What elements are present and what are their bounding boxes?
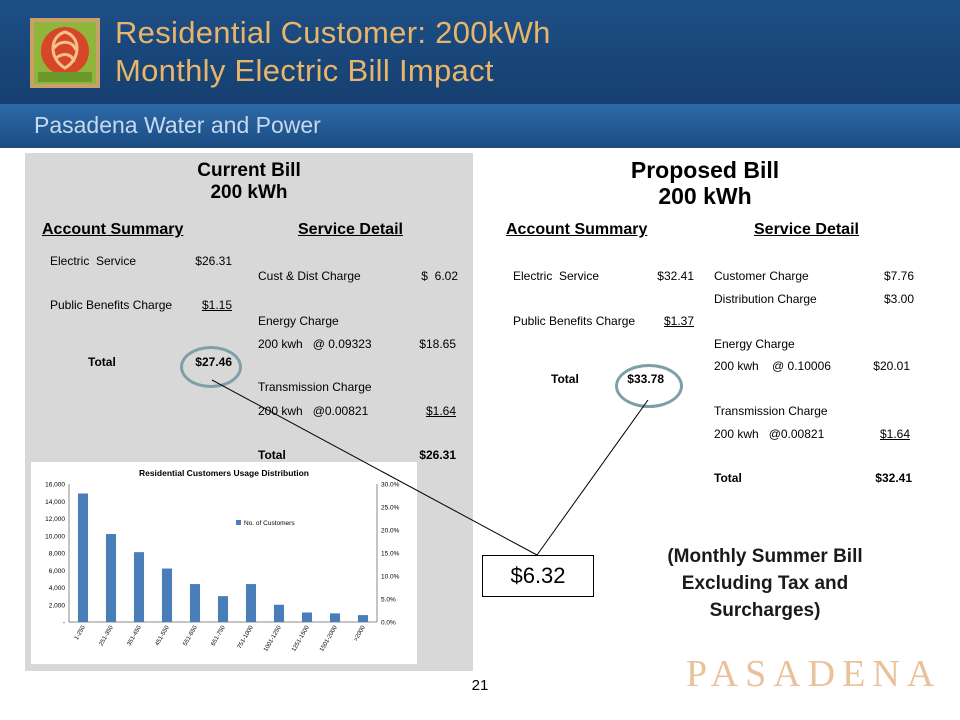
proposed-energy-value: $20.01 <box>873 359 910 373</box>
proposed-public-benefits-label: Public Benefits Charge <box>513 314 636 328</box>
usage-distribution-chart: Residential Customers Usage Distribution… <box>31 462 417 664</box>
current-transmission-calc: 200 kwh @0.00821 <box>258 404 369 418</box>
bill-difference-callout: $6.32 <box>482 555 594 597</box>
page-number: 21 <box>471 677 489 694</box>
proposed-account-summary-heading: Account Summary <box>506 221 648 238</box>
y2-tick-label: 10.0% <box>381 574 400 581</box>
y2-tick-label: 25.0% <box>381 505 400 512</box>
proposed-connector-line <box>536 399 649 556</box>
proposed-energy-label: Energy Charge <box>714 337 795 351</box>
bar <box>245 584 257 622</box>
proposed-bill-title: Proposed Bill <box>630 157 780 183</box>
subtitle-band <box>0 104 960 148</box>
current-cust-dist-value: $ 6.02 <box>421 269 458 283</box>
current-transmission-value: $1.64 <box>425 404 456 418</box>
bar <box>161 568 173 622</box>
proposed-electric-service-value: $32.41 <box>657 269 694 283</box>
current-bill-heading: Current Bill 200 kWh <box>25 160 473 204</box>
current-public-benefits-label: Public Benefits Charge <box>50 298 173 312</box>
proposed-electric-service-label: Electric Service <box>513 269 600 283</box>
proposed-public-benefits-value: $1.37 <box>663 314 694 328</box>
y-tick-label: 4,000 <box>49 585 66 592</box>
bar <box>301 612 313 622</box>
y-tick-label: 6,000 <box>49 568 66 575</box>
proposed-distribution-value: $3.00 <box>883 292 914 306</box>
current-bill-kwh: 200 kWh <box>210 182 288 203</box>
proposed-detail-total-label: Total <box>714 471 742 485</box>
y2-tick-label: 30.0% <box>381 482 400 489</box>
y2-tick-label: 20.0% <box>381 528 400 535</box>
slide-header <box>0 0 960 148</box>
current-electric-service-label: Electric Service <box>50 254 137 268</box>
bar <box>357 615 369 622</box>
current-transmission-label: Transmission Charge <box>258 380 372 394</box>
current-bill-title: Current Bill <box>197 160 301 181</box>
proposed-customer-value: $7.76 <box>883 269 914 283</box>
proposed-total-highlight-circle <box>615 364 683 408</box>
title-line-1: Residential Customer: 200kWh <box>115 15 551 50</box>
current-electric-service-value: $26.31 <box>195 254 232 268</box>
proposed-detail-total-value: $32.41 <box>875 471 912 485</box>
rose-logo-icon <box>30 18 100 88</box>
y-tick-label: 2,000 <box>49 602 66 609</box>
y-tick-label: 12,000 <box>45 516 65 523</box>
legend-label: No. of Customers <box>244 520 295 527</box>
bar <box>105 534 117 622</box>
current-detail-total-value: $26.31 <box>419 448 456 462</box>
current-energy-value: $18.65 <box>419 337 456 351</box>
y2-tick-label: 5.0% <box>381 597 396 604</box>
bill-note: (Monthly Summer Bill Excluding Tax and S… <box>615 543 915 624</box>
pasadena-wordmark: PASADENA <box>686 653 942 695</box>
note-line-3: Surcharges) <box>709 600 821 621</box>
y-tick-label: 10,000 <box>45 533 65 540</box>
proposed-summary-total-label: Total <box>551 372 579 386</box>
y2-tick-label: 0.0% <box>381 620 396 627</box>
proposed-transmission-calc: 200 kwh @0.00821 <box>714 427 825 441</box>
current-total-highlight-circle <box>180 346 242 388</box>
current-detail-total-label: Total <box>258 448 286 462</box>
current-connector-line <box>211 379 538 556</box>
current-energy-calc: 200 kwh @ 0.09323 <box>258 337 372 351</box>
bar <box>189 584 201 622</box>
y2-tick-label: 15.0% <box>381 551 400 558</box>
proposed-service-detail-heading: Service Detail <box>754 221 859 238</box>
note-line-1: (Monthly Summer Bill <box>667 546 863 567</box>
y-tick-label: - <box>63 620 65 627</box>
current-energy-label: Energy Charge <box>258 314 339 328</box>
proposed-bill-heading: Proposed Bill 200 kWh <box>480 157 930 209</box>
proposed-transmission-value: $1.64 <box>879 427 910 441</box>
current-service-detail-heading: Service Detail <box>298 221 403 238</box>
proposed-transmission-label: Transmission Charge <box>714 404 828 418</box>
legend-swatch <box>236 520 241 525</box>
proposed-customer-label: Customer Charge <box>714 269 809 283</box>
chart-title: Residential Customers Usage Distribution <box>139 468 309 478</box>
y-tick-label: 14,000 <box>45 499 65 506</box>
organization-name: Pasadena Water and Power <box>34 112 321 138</box>
title-line-2: Monthly Electric Bill Impact <box>115 53 494 88</box>
proposed-bill-kwh: 200 kWh <box>658 183 752 209</box>
current-cust-dist-label: Cust & Dist Charge <box>258 269 361 283</box>
y-tick-label: 16,000 <box>45 482 65 489</box>
bar <box>133 552 145 622</box>
note-line-2: Excluding Tax and <box>681 573 849 594</box>
proposed-energy-calc: 200 kwh @ 0.10006 <box>714 359 831 373</box>
y-tick-label: 8,000 <box>49 551 66 558</box>
bar <box>217 596 229 622</box>
current-public-benefits-value: $1.15 <box>201 298 232 312</box>
slide-title: Residential Customer: 200kWh Monthly Ele… <box>115 14 551 90</box>
usage-chart-svg: Residential Customers Usage Distribution… <box>45 468 400 653</box>
current-account-summary-heading: Account Summary <box>42 221 184 238</box>
bar <box>77 493 89 622</box>
current-summary-total-label: Total <box>88 355 116 369</box>
bar <box>329 613 341 622</box>
bar <box>273 604 285 622</box>
proposed-distribution-label: Distribution Charge <box>714 292 817 306</box>
